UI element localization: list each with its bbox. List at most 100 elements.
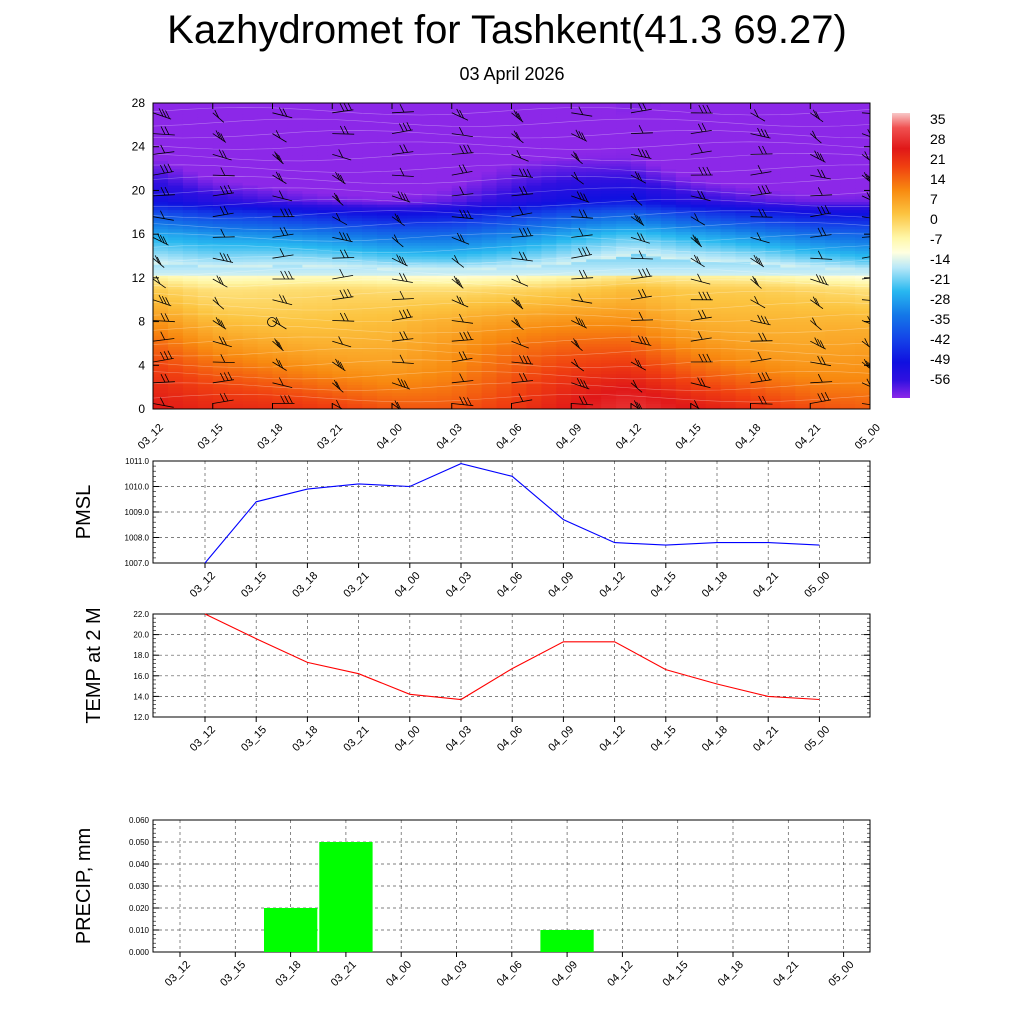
- temperature-cell: [645, 337, 662, 342]
- temperature-cell: [601, 245, 617, 249]
- temperature-cell: [780, 231, 796, 235]
- temperature-cell: [705, 357, 722, 361]
- temperature-cell: [167, 346, 184, 350]
- temperature-cell: [242, 133, 259, 137]
- temperature-cell: [436, 403, 453, 407]
- temperature-cell: [227, 228, 244, 233]
- temperature-cell: [855, 351, 870, 355]
- temperature-cell: [153, 335, 169, 339]
- temperature-cell: [810, 171, 826, 175]
- temperature-cell: [556, 365, 572, 369]
- temperature-cell: [242, 400, 259, 405]
- temperature-cell: [645, 149, 662, 153]
- temperature-cell: [631, 316, 647, 320]
- temperature-cell: [556, 242, 572, 246]
- temperature-cell: [735, 228, 752, 233]
- temperature-cell: [780, 149, 796, 153]
- temperature-cell: [197, 395, 214, 399]
- temperature-cell: [825, 332, 841, 336]
- temperature-cell: [765, 152, 781, 156]
- temperature-cell: [660, 261, 677, 265]
- temperature-cell: [675, 209, 692, 213]
- temperature-cell: [332, 165, 348, 170]
- temperature-cell: [526, 310, 542, 314]
- temperature-cell: [541, 253, 557, 257]
- temperature-cell: [765, 329, 781, 334]
- temperature-cell: [795, 362, 811, 366]
- temperature-cell: [586, 316, 602, 320]
- temperature-cell: [332, 193, 348, 197]
- temperature-cell: [302, 201, 318, 205]
- temperature-cell: [302, 275, 318, 279]
- temperature-cell: [451, 204, 468, 208]
- temperature-cell: [317, 247, 333, 252]
- temperature-cell: [481, 157, 498, 161]
- temperature-cell: [855, 236, 870, 241]
- temperature-cell: [720, 327, 737, 331]
- temperature-cell: [153, 130, 169, 134]
- temperature-cell: [810, 198, 826, 202]
- temperature-cell: [735, 141, 752, 145]
- temperature-cell: [571, 348, 587, 353]
- temperature-cell: [182, 225, 199, 230]
- temperature-cell: [720, 381, 737, 386]
- temperature-cell: [197, 168, 214, 172]
- temperature-cell: [466, 370, 483, 375]
- temperature-cell: [810, 299, 826, 304]
- temperature-cell: [855, 201, 870, 205]
- temperature-cell: [616, 378, 632, 383]
- temperature-cell: [317, 245, 333, 249]
- temperature-cell: [601, 370, 617, 375]
- temperature-cell: [601, 291, 617, 295]
- temperature-cell: [645, 340, 662, 345]
- temperature-cell: [616, 154, 632, 159]
- temperature-cell: [167, 206, 184, 211]
- temperature-cell: [720, 228, 737, 233]
- temperature-cell: [317, 130, 333, 134]
- temperature-cell: [227, 288, 244, 293]
- temperature-cell: [392, 348, 408, 353]
- temperature-cell: [660, 406, 677, 409]
- temperature-cell: [855, 357, 870, 361]
- temperature-cell: [840, 381, 856, 386]
- temperature-cell: [690, 223, 707, 227]
- temperature-cell: [735, 288, 752, 293]
- temperature-cell: [556, 280, 572, 284]
- temperature-cell: [735, 294, 752, 298]
- temperature-cell: [332, 332, 348, 336]
- temperature-cell: [675, 130, 692, 134]
- temperature-cell: [690, 403, 707, 407]
- temperature-cell: [377, 253, 393, 257]
- temperature-cell: [840, 239, 856, 243]
- temperature-cell: [705, 389, 722, 394]
- temperature-cell: [406, 253, 423, 257]
- temperature-cell: [496, 176, 513, 181]
- temperature-cell: [227, 387, 244, 391]
- temperature-cell: [780, 310, 796, 314]
- temperature-cell: [616, 171, 632, 175]
- temperature-cell: [362, 392, 378, 396]
- temperature-cell: [167, 357, 184, 361]
- temperature-cell: [855, 299, 870, 304]
- temperature-cell: [705, 242, 722, 246]
- temperature-cell: [317, 313, 333, 317]
- temperature-cell: [377, 157, 393, 161]
- temperature-cell: [481, 280, 498, 284]
- temperature-cell: [705, 307, 722, 312]
- temperature-cell: [496, 225, 513, 230]
- temperature-cell: [840, 258, 856, 263]
- temperature-cell: [541, 250, 557, 254]
- temperature-cell: [765, 176, 781, 181]
- temperature-cell: [466, 359, 483, 364]
- temperature-cell: [347, 143, 363, 148]
- temperature-cell: [645, 280, 662, 284]
- temperature-cell: [795, 163, 811, 167]
- temperature-cell: [511, 275, 528, 279]
- temperature-cell: [675, 381, 692, 386]
- temperature-cell: [675, 384, 692, 388]
- temperature-cell: [421, 184, 438, 189]
- temperature-cell: [586, 220, 602, 224]
- temperature-cell: [855, 239, 870, 243]
- temperature-cell: [153, 329, 169, 334]
- temperature-cell: [631, 242, 647, 246]
